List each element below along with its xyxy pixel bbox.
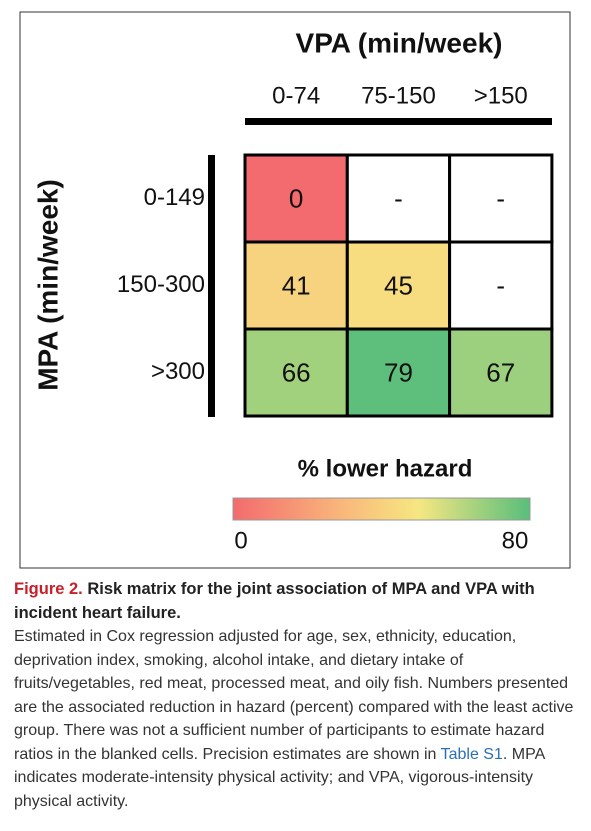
heatmap-cell [448, 327, 554, 418]
cell-label: - [496, 183, 505, 213]
caption-text: . MPA indicates moderate-intensity physi… [14, 745, 545, 810]
figure-label: Figure 2. [14, 580, 83, 598]
caption: Figure 2. Risk matrix for the joint asso… [14, 578, 580, 813]
table-link[interactable]: Table S1 [440, 745, 503, 763]
y-tick-label: >300 [151, 358, 205, 385]
heatmap-cell [345, 327, 452, 418]
caption-text: Estimated in Cox regression adjusted for… [14, 628, 574, 763]
figure-frame [19, 11, 571, 569]
cell-label: - [394, 183, 403, 213]
x-tick-label: 0-74 [272, 82, 320, 109]
x-axis-bar [245, 118, 552, 125]
y-axis-title: MPA (min/week) [32, 179, 63, 391]
x-tick-label: 75-150 [361, 82, 436, 109]
cell-label: 66 [282, 357, 311, 387]
y-axis-bar [208, 155, 215, 417]
y-tick-label: 150-300 [117, 271, 205, 298]
x-axis-title: VPA (min/week) [296, 27, 503, 58]
colorbar-tick-label: 0 [234, 527, 247, 554]
y-tick-label: 0-149 [144, 184, 205, 211]
colorbar [232, 497, 531, 521]
cell-label: 41 [282, 270, 311, 300]
colorbar-tick-label: 80 [502, 527, 529, 554]
heatmap-cell [243, 240, 349, 331]
caption-heading: Figure 2. Risk matrix for the joint asso… [14, 578, 580, 625]
cell-label: 0 [289, 183, 303, 213]
heatmap-cell [243, 327, 349, 418]
cell-label: 79 [384, 357, 413, 387]
cell-label: 67 [486, 357, 515, 387]
empty-cell [448, 240, 554, 331]
empty-cell [448, 153, 554, 244]
caption-title: Risk matrix for the joint association of… [14, 580, 535, 622]
caption-body: Estimated in Cox regression adjusted for… [14, 625, 580, 813]
cell-label: - [496, 270, 505, 300]
cell-label: 45 [384, 270, 413, 300]
colorbar-title: % lower hazard [298, 455, 473, 482]
x-tick-label: >150 [474, 82, 528, 109]
figure: VPA (min/week) MPA (min/week) % lower ha… [19, 11, 571, 569]
